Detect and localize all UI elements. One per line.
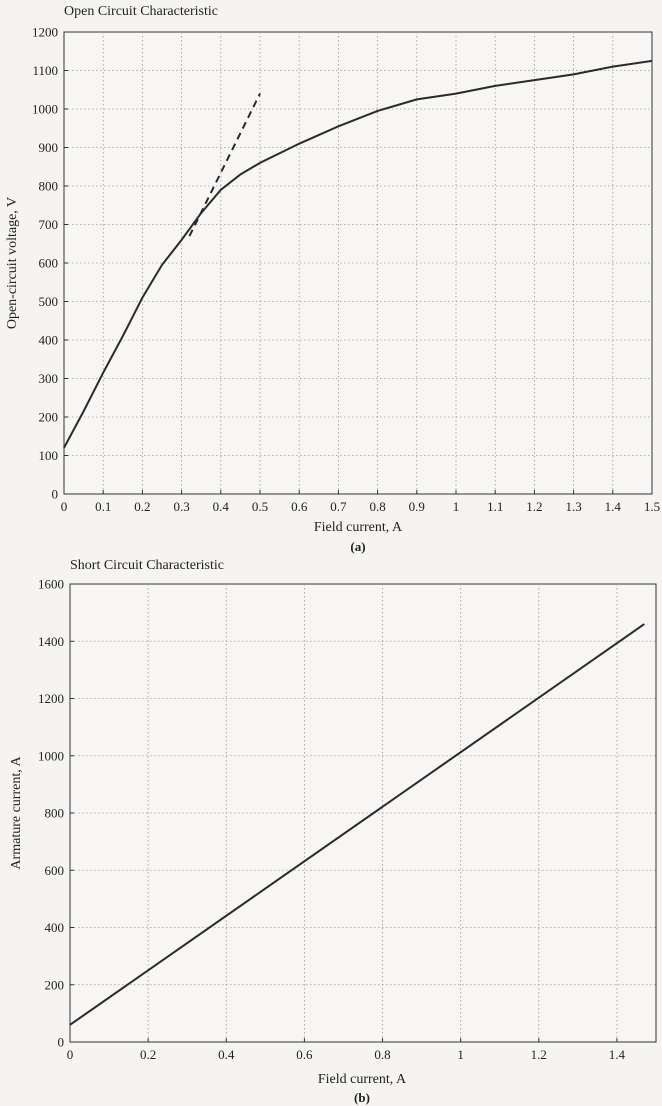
y-tick-label: 1400	[38, 634, 64, 649]
x-tick-label: 0.6	[296, 1047, 313, 1062]
grid	[69, 583, 656, 1043]
x-tick-label: 0.2	[140, 1047, 156, 1062]
y-tick-label: 1000	[32, 102, 58, 117]
x-tick-label: 0.2	[134, 499, 150, 514]
x-tick-label: 0	[61, 499, 68, 514]
x-tick-label: 0.6	[291, 499, 308, 514]
series-line	[63, 59, 653, 449]
y-tick-label: 800	[45, 806, 65, 821]
y-tick-label: 200	[45, 977, 65, 992]
x-tick-label: 0.7	[330, 499, 347, 514]
y-tick-label: 1200	[38, 691, 64, 706]
x-tick-label: 0.9	[409, 499, 425, 514]
x-tick-label: 1	[457, 1047, 464, 1062]
chart-title: Short Circuit Characteristic	[70, 558, 224, 573]
x-tick-labels: 0 0.1 0.2 0.3 0.4 0.5 0.6 0.7 0.8 0.9 1 1.1 1.2 1.3 1.…	[61, 499, 660, 514]
x-tick-label: 1.1	[487, 499, 503, 514]
y-tick-labels: 0 200 400 600 800 1000 1200 1400 1600	[38, 577, 64, 1050]
y-tick-label: 900	[39, 140, 59, 155]
x-tick-label: 0.5	[252, 499, 268, 514]
x-tick-label: 0	[67, 1047, 74, 1062]
x-tick-labels: 0 0.2 0.4 0.6 0.8 1 1.2 1.4	[67, 1047, 626, 1062]
figure-caption: (a)	[350, 539, 365, 554]
y-tick-label: 300	[39, 371, 59, 386]
x-axis-label: Field current, A	[318, 1072, 407, 1087]
y-tick-label: 100	[39, 448, 59, 463]
x-tick-label: 0.8	[369, 499, 385, 514]
x-tick-label: 0.3	[173, 499, 189, 514]
x-tick-label: 1.4	[609, 1047, 626, 1062]
x-tick-label: 0.1	[95, 499, 111, 514]
series-group	[63, 59, 653, 449]
series-group	[69, 623, 645, 1026]
y-tick-labels: 0 100 200 300 400 500 600 700 800 900 1000 1100 1200	[32, 25, 58, 502]
figure-caption: (b)	[354, 1090, 370, 1105]
x-tick-label: 1.5	[644, 499, 660, 514]
plot-area	[63, 31, 653, 495]
x-tick-label: 0.4	[213, 499, 230, 514]
x-tick-label: 0.4	[218, 1047, 235, 1062]
series-line	[69, 623, 645, 1026]
y-tick-label: 200	[39, 410, 59, 425]
chart-title: Open Circuit Characteristic	[64, 4, 218, 19]
y-tick-label: 1100	[32, 63, 58, 78]
x-tick-label: 1.4	[605, 499, 622, 514]
grid	[63, 31, 653, 495]
y-tick-label: 0	[52, 487, 59, 502]
y-tick-label: 1200	[32, 25, 58, 40]
short-circuit-chart: Short Circuit Characteristic 0 0.2 0.4 0.6 0…	[9, 558, 657, 1105]
x-tick-label: 1	[453, 499, 460, 514]
y-tick-label: 600	[39, 256, 59, 271]
y-tick-label: 1600	[38, 577, 64, 592]
y-tick-label: 400	[39, 333, 59, 348]
y-axis-label: Open-circuit voltage, V	[5, 197, 20, 329]
y-axis-label: Armature current, A	[9, 756, 24, 870]
y-tick-label: 0	[58, 1035, 65, 1050]
x-axis-label: Field current, A	[314, 520, 403, 535]
y-tick-label: 800	[39, 179, 59, 194]
x-tick-label: 1.2	[526, 499, 542, 514]
y-tick-label: 700	[39, 217, 59, 232]
y-tick-label: 500	[39, 294, 59, 309]
open-circuit-chart: Open Circuit Characteristic 0 0.1 0.2 0.3 0.…	[5, 4, 660, 554]
x-tick-label: 0.8	[374, 1047, 390, 1062]
y-tick-label: 1000	[38, 748, 64, 763]
x-tick-label: 1.3	[565, 499, 581, 514]
x-tick-label: 1.2	[531, 1047, 547, 1062]
air-gap-line	[188, 93, 261, 237]
y-tick-label: 600	[45, 863, 65, 878]
y-tick-label: 400	[45, 920, 65, 935]
